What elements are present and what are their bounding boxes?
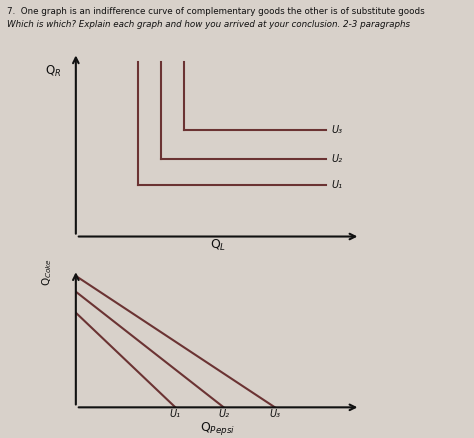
Text: U₂: U₂ — [332, 154, 343, 164]
Text: Q$_{Coke}$: Q$_{Coke}$ — [40, 258, 55, 286]
Text: Which is which? Explain each graph and how you arrived at your conclusion. 2-3 p: Which is which? Explain each graph and h… — [7, 20, 410, 29]
Text: U₁: U₁ — [332, 180, 343, 190]
Text: Q$_R$: Q$_R$ — [45, 64, 61, 79]
Text: U₂: U₂ — [218, 409, 229, 419]
Text: Q$_L$: Q$_L$ — [210, 238, 226, 254]
Text: U₃: U₃ — [332, 125, 343, 135]
Text: U₃: U₃ — [269, 409, 281, 419]
Text: Q$_{Pepsi}$: Q$_{Pepsi}$ — [201, 420, 236, 437]
Text: 7.  One graph is an indifference curve of complementary goods the other is of su: 7. One graph is an indifference curve of… — [7, 7, 425, 16]
Text: U₁: U₁ — [170, 409, 181, 419]
